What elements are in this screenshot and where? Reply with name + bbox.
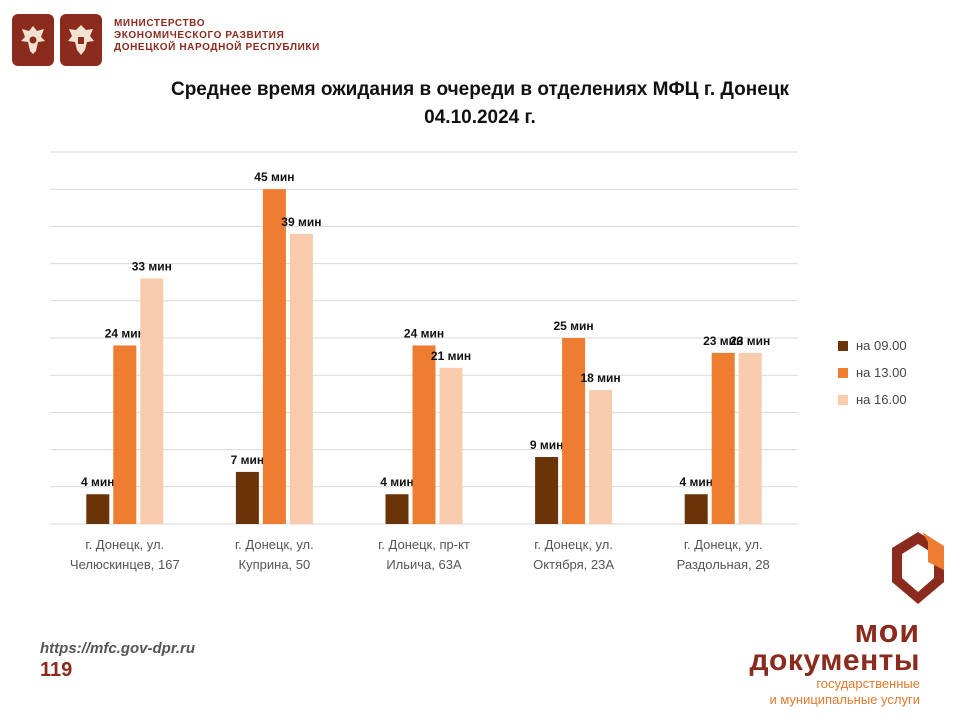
legend-swatch-1300 xyxy=(838,367,848,378)
bar xyxy=(738,352,762,524)
moi-dokumenty-logo-icon xyxy=(888,530,948,615)
header: МИНИСТЕРСТВО ЭКОНОМИЧЕСКОГО РАЗВИТИЯ ДОН… xyxy=(12,14,320,70)
ministry-line-1: МИНИСТЕРСТВО xyxy=(114,18,206,29)
data-label: 39 мин xyxy=(281,215,321,229)
legend-label-1300: на 13.00 xyxy=(856,365,907,380)
legend: на 09.00 на 13.00 на 16.00 xyxy=(838,332,907,413)
legend-item-1300: на 13.00 xyxy=(838,359,907,386)
chart-title-line-1: Среднее время ожидания в очереди в отдел… xyxy=(170,79,790,100)
data-label: 9 мин xyxy=(530,438,564,452)
brand-line-3: государственные xyxy=(816,676,920,691)
bar xyxy=(684,494,708,524)
legend-label-0900: на 09.00 xyxy=(856,338,907,353)
chart-title-line-2: 04.10.2024 г. xyxy=(424,107,536,128)
bar xyxy=(262,189,286,524)
ministry-line-2: ЭКОНОМИЧЕСКОГО РАЗВИТИЯ xyxy=(114,30,285,41)
brand-line-4: и муниципальные услуги xyxy=(769,692,920,707)
data-label: 45 мин xyxy=(254,170,294,184)
dpr-emblem-icon xyxy=(60,14,102,66)
data-label: 18 мин xyxy=(581,371,621,385)
x-tick-label: г. Донецк, ул. xyxy=(85,537,164,552)
ministry-line-3: ДОНЕЦКОЙ НАРОДНОЙ РЕСПУБЛИКИ xyxy=(114,42,320,53)
bar xyxy=(113,345,137,524)
russia-emblem-icon xyxy=(12,14,54,66)
legend-swatch-0900 xyxy=(838,340,848,351)
x-tick-label: г. Донецк, ул. xyxy=(235,537,314,552)
data-label: 21 мин xyxy=(431,349,471,363)
legend-swatch-1600 xyxy=(838,394,848,405)
bar xyxy=(412,345,436,524)
bar xyxy=(711,352,735,524)
data-label: 24 мин xyxy=(105,326,145,340)
x-tick-label: Ильича, 63А xyxy=(386,557,462,572)
ministry-name: МИНИСТЕРСТВО ЭКОНОМИЧЕСКОГО РАЗВИТИЯ ДОН… xyxy=(114,18,320,54)
x-tick-label: Куприна, 50 xyxy=(239,557,311,572)
bar xyxy=(86,494,110,524)
brand-line-1: мои xyxy=(854,613,920,649)
bar xyxy=(235,471,259,524)
data-label: 4 мин xyxy=(380,475,414,489)
brand-block: мои документы государственные и муниципа… xyxy=(749,613,920,708)
data-label: 7 мин xyxy=(231,453,265,467)
data-label: 25 мин xyxy=(554,319,594,333)
data-label: 23 мин xyxy=(703,334,743,348)
data-label: 23 мин xyxy=(730,334,770,348)
legend-label-1600: на 16.00 xyxy=(856,392,907,407)
data-label: 33 мин xyxy=(132,259,172,273)
legend-item-0900: на 09.00 xyxy=(838,332,907,359)
brand-line-2: документы xyxy=(749,644,920,677)
chart-title: Среднее время ожидания в очереди в отдел… xyxy=(0,76,960,132)
bar xyxy=(385,494,409,524)
x-tick-label: г. Донецк, ул. xyxy=(534,537,613,552)
legend-item-1600: на 16.00 xyxy=(838,386,907,413)
data-label: 4 мин xyxy=(81,475,115,489)
data-label: 4 мин xyxy=(679,475,713,489)
x-tick-label: Челюскинцев, 167 xyxy=(70,557,180,572)
bar xyxy=(140,278,164,524)
bar xyxy=(562,338,586,524)
data-label: 24 мин xyxy=(404,326,444,340)
bar xyxy=(589,390,613,524)
x-tick-label: Октября, 23А xyxy=(533,557,614,572)
x-tick-label: г. Донецк, пр-кт xyxy=(378,537,470,552)
footer-url: https://mfc.gov-dpr.ru xyxy=(40,640,195,657)
bar xyxy=(289,233,313,524)
bar xyxy=(439,367,463,524)
page-number: 119 xyxy=(40,659,73,681)
x-tick-label: Раздольная, 28 xyxy=(677,557,770,572)
bar xyxy=(535,457,559,524)
x-tick-label: г. Донецк, ул. xyxy=(684,537,763,552)
